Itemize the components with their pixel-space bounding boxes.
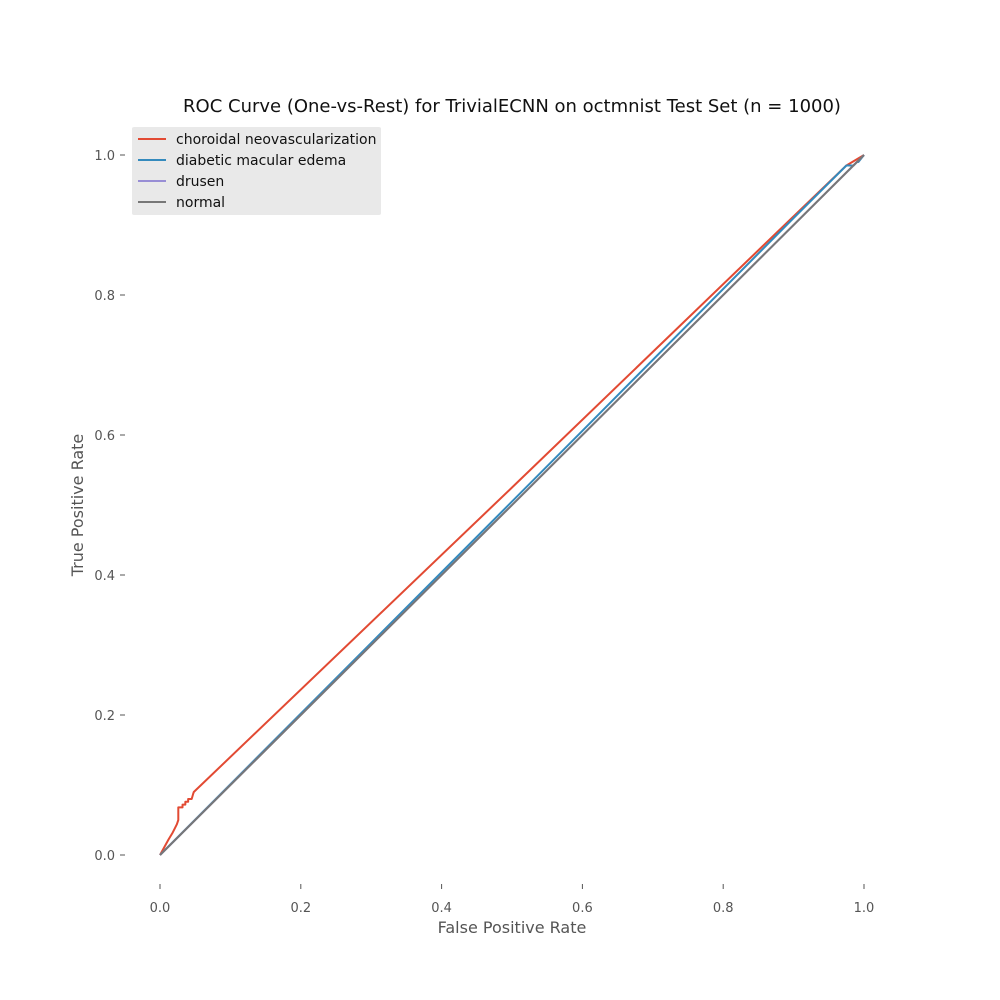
x-tick-label: 0.0 (150, 901, 171, 916)
x-tick-label: 0.2 (290, 901, 311, 916)
y-tick-label: 0.2 (94, 709, 115, 724)
y-tick-label: 0.6 (94, 429, 115, 444)
legend-label: diabetic macular edema (176, 153, 346, 169)
series-line-normal (159, 154, 865, 856)
y-tick-label: 0.0 (94, 849, 115, 864)
y-tick-label: 0.4 (94, 569, 115, 584)
x-tick-label: 0.8 (713, 901, 734, 916)
y-tick-label: 0.8 (94, 289, 115, 304)
series-line-choroidal-neovascularization (159, 154, 865, 856)
legend-label: normal (176, 195, 225, 211)
x-axis-label: False Positive Rate (438, 918, 587, 937)
x-tick-label: 1.0 (854, 901, 875, 916)
x-tick-label: 0.4 (431, 901, 452, 916)
x-tick-label: 0.6 (572, 901, 593, 916)
series-lines (159, 154, 865, 856)
y-axis-label: True Positive Rate (68, 434, 87, 578)
y-tick-label: 1.0 (94, 149, 115, 164)
chart-title: ROC Curve (One-vs-Rest) for TrivialECNN … (183, 96, 841, 117)
legend-box (132, 127, 381, 215)
legend-label: choroidal neovascularization (176, 132, 376, 148)
x-axis-ticks: 0.0 0.2 0.4 0.6 0.8 1.0 (150, 884, 875, 916)
y-axis-ticks: 0.0 0.2 0.4 0.6 0.8 1.0 (94, 149, 125, 864)
legend: choroidal neovascularization diabetic mac… (132, 127, 381, 215)
legend-label: drusen (176, 174, 224, 190)
